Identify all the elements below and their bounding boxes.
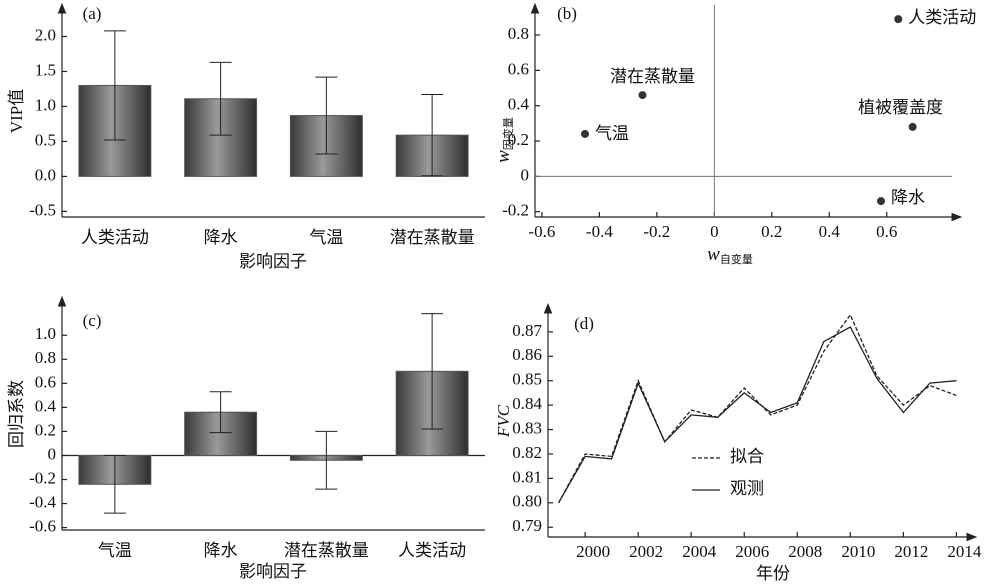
panel-label: (c)	[83, 311, 102, 330]
y-axis-label: w因变量	[493, 117, 514, 163]
point	[877, 197, 886, 206]
y-tick-label: 2.0	[35, 25, 56, 44]
point	[638, 91, 647, 100]
x-tick-label: 人类活动	[398, 541, 466, 560]
y-tick-label: 0.8	[35, 348, 56, 367]
y-axis-label: VIP值	[7, 89, 26, 133]
x-tick-label: 0.6	[876, 222, 897, 241]
y-tick-label: 1.0	[35, 95, 56, 114]
x-tick-label: 人类活动	[81, 228, 149, 247]
panel-label: (a)	[83, 4, 102, 23]
point	[581, 129, 590, 138]
x-tick-label: 0	[710, 222, 719, 241]
x-axis-label-main: w	[707, 244, 720, 265]
line	[558, 313, 957, 504]
x-tick-label: 2006	[735, 542, 769, 561]
point-label: 人类活动	[908, 8, 976, 27]
x-tick-label: -0.4	[586, 222, 613, 241]
x-tick-label: 2010	[841, 542, 875, 561]
y-tick-label: 0.87	[512, 321, 542, 340]
y-tick-label: 1.0	[35, 324, 56, 343]
y-tick-label: 0.6	[35, 372, 56, 391]
point	[908, 122, 917, 131]
x-tick-label: 降水	[204, 541, 238, 560]
y-tick-label: -0.4	[29, 492, 56, 511]
x-tick-label: -0.2	[643, 222, 670, 241]
panel-label: (b)	[557, 4, 577, 23]
line	[558, 326, 957, 504]
x-axis-label-sub: 自变量	[720, 252, 753, 266]
y-tick-label: 0.85	[512, 370, 542, 389]
y-axis-label: 回归系数	[7, 380, 26, 448]
y-tick-label: 0.79	[512, 516, 542, 535]
y-axis-label-sub: 因变量	[501, 117, 515, 150]
y-tick-label: 0	[48, 444, 57, 463]
x-tick-label: 2012	[894, 542, 928, 561]
y-tick-label: -0.6	[29, 517, 56, 536]
y-tick-label: 1.5	[35, 60, 56, 79]
y-tick-label: -0.5	[29, 200, 56, 219]
y-tick-label: 0	[521, 165, 530, 184]
y-tick-label: 0.4	[508, 95, 530, 114]
legend-label: 观测	[730, 479, 764, 498]
y-tick-label: 0.81	[512, 467, 542, 486]
y-tick-label: 0.83	[512, 418, 542, 437]
point-label: 降水	[891, 188, 925, 207]
panel-label: (d)	[574, 314, 594, 333]
y-tick-label: 0.80	[512, 492, 542, 511]
x-tick-label: 2004	[682, 542, 717, 561]
x-tick-label: -0.6	[528, 222, 555, 241]
y-axis-label: FVC	[494, 404, 513, 438]
x-tick-label: 2002	[629, 542, 663, 561]
y-tick-label: 0.2	[508, 130, 529, 149]
x-axis-label: 影响因子	[239, 252, 307, 271]
panel: (d) 0.79 0.80 0.81 0.82 0.83 0.84 0.85 0.86 0.87 年…	[494, 302, 982, 583]
x-tick-label: 2014	[947, 542, 982, 561]
legend-label: 拟合	[730, 447, 764, 466]
x-tick-label: 2008	[788, 542, 822, 561]
point-label: 植被覆盖度	[858, 98, 943, 117]
y-tick-label: 0.4	[35, 396, 57, 415]
y-tick-label: 0.2	[35, 420, 56, 439]
x-tick-label: 0.2	[761, 222, 782, 241]
panel: (c) -0.6 -0.4 -0.2 0 0.2 0.4 0.6 0.8 1.0 影响因子 回归系数气…	[7, 295, 485, 581]
y-tick-label: -0.2	[29, 468, 56, 487]
y-tick-label: 0.8	[508, 24, 529, 43]
point-label: 气温	[595, 124, 629, 143]
y-tick-label: 0.6	[508, 59, 529, 78]
point-label: 潜在蒸散量	[610, 67, 695, 86]
x-tick-label: 潜在蒸散量	[284, 541, 369, 560]
x-axis-label: 年份	[756, 564, 790, 583]
y-tick-label: -0.2	[502, 201, 529, 220]
x-tick-label: 潜在蒸散量	[390, 228, 475, 247]
x-tick-label: 气温	[98, 541, 132, 560]
y-tick-label: 0.0	[35, 165, 56, 184]
x-tick-label: 0.4	[819, 222, 841, 241]
point	[894, 15, 903, 24]
x-tick-label: 降水	[204, 228, 238, 247]
y-axis-label-main: w	[493, 150, 514, 163]
y-tick-label: 0.5	[35, 130, 56, 149]
x-tick-label: 气温	[309, 228, 343, 247]
y-tick-label: 0.84	[512, 394, 542, 413]
x-axis-label: 影响因子	[239, 562, 307, 581]
y-tick-label: 0.86	[512, 345, 542, 364]
x-axis-label: w自变量	[707, 244, 753, 265]
x-tick-label: 2000	[576, 542, 610, 561]
y-tick-label: 0.82	[512, 443, 542, 462]
